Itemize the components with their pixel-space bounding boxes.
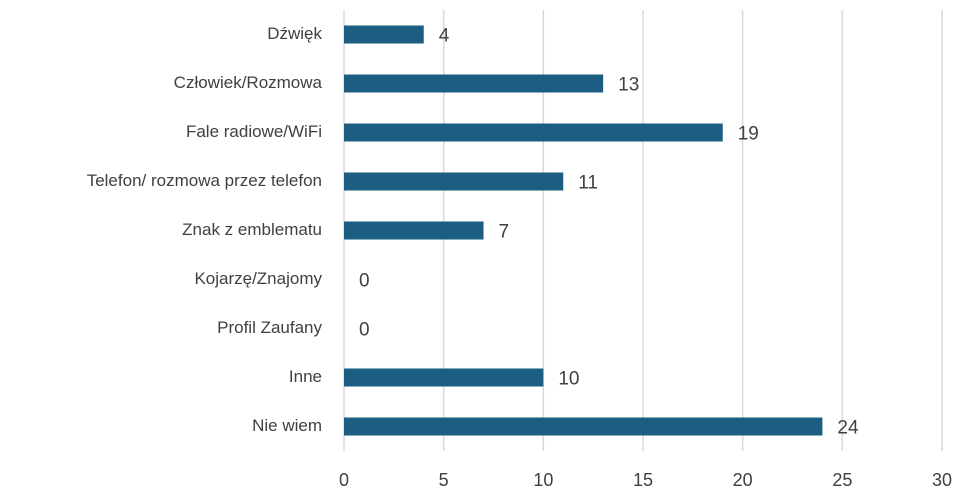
y-tick-label: Profil Zaufany (217, 318, 322, 337)
bar (344, 123, 723, 142)
data-label: 19 (738, 124, 759, 145)
data-label: 4 (439, 26, 450, 47)
bar (344, 368, 544, 387)
x-tick-label: 15 (633, 470, 653, 490)
data-label: 0 (359, 320, 370, 341)
data-label: 11 (578, 173, 598, 194)
bar (344, 221, 484, 240)
x-tick-label: 25 (832, 470, 852, 490)
data-label: 7 (499, 222, 510, 243)
x-tick-label: 5 (439, 470, 449, 490)
y-tick-label: Człowiek/Rozmowa (174, 73, 323, 92)
y-tick-label: Dźwięk (267, 24, 322, 43)
data-label: 0 (359, 271, 370, 292)
bar (344, 417, 823, 436)
bar (344, 25, 424, 44)
y-tick-label: Telefon/ rozmowa przez telefon (87, 171, 322, 190)
y-tick-label: Nie wiem (252, 416, 322, 435)
y-tick-label: Kojarzę/Znajomy (194, 269, 322, 288)
x-tick-label: 20 (733, 470, 753, 490)
bar (344, 74, 604, 93)
x-tick-label: 10 (533, 470, 553, 490)
data-label: 24 (837, 418, 859, 439)
data-label: 13 (618, 75, 639, 96)
y-tick-label: Znak z emblematu (182, 220, 322, 239)
bar (344, 172, 564, 191)
x-tick-label: 30 (932, 470, 952, 490)
data-label: 10 (558, 369, 579, 390)
y-tick-label: Inne (289, 367, 322, 386)
x-tick-label: 0 (339, 470, 349, 490)
y-tick-label: Fale radiowe/WiFi (186, 122, 322, 141)
